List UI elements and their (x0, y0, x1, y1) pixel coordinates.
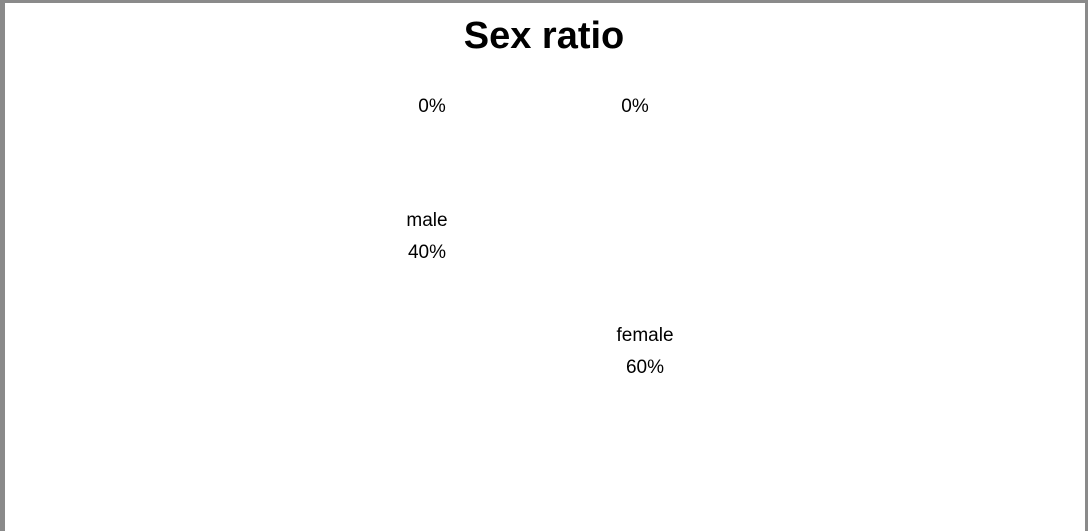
data-label-1: 0% (621, 96, 649, 117)
slices-layer (365, 125, 715, 475)
data-label-male: male 40% (406, 210, 447, 263)
pie-slice-male (540, 125, 715, 442)
data-label-0: 0% (418, 96, 446, 117)
data-label-female: female 60% (616, 325, 673, 378)
pie-slice-female (365, 125, 643, 475)
data-labels-layer: 0% 0% male 40% female 60% (406, 96, 673, 378)
chart-title: Sex ratio (463, 15, 625, 57)
